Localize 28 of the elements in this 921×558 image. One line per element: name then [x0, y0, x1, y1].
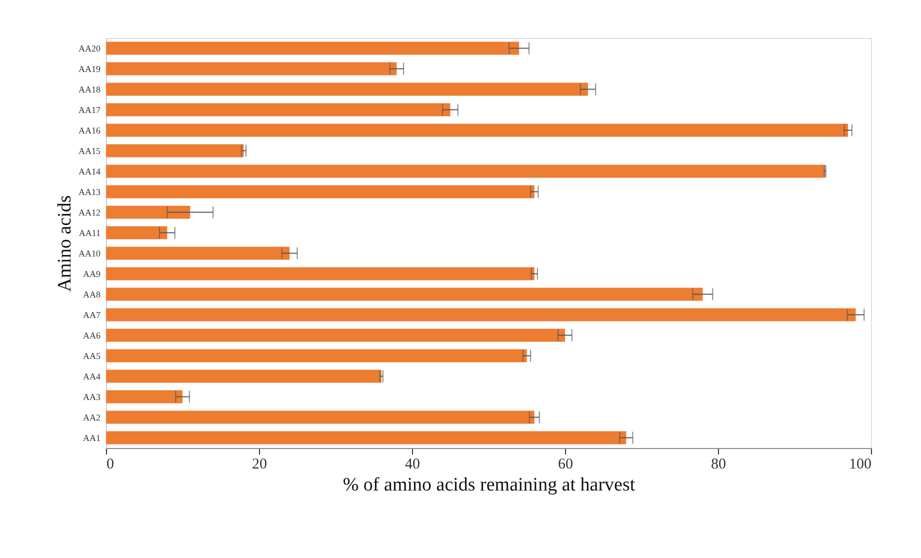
y-tick-label: AA1	[83, 432, 100, 443]
x-tick-label: 60	[558, 456, 573, 472]
y-tick-label: AA12	[78, 207, 100, 218]
y-tick-label: AA10	[78, 248, 101, 258]
y-axis-title: Amino acids	[54, 195, 76, 292]
y-tick-label: AA8	[83, 289, 101, 300]
x-axis-title: % of amino acids remaining at harvest	[342, 474, 636, 496]
x-tick-label: 80	[711, 456, 726, 472]
y-tick-label: AA14	[78, 166, 101, 176]
y-tick-label: AA2	[83, 412, 100, 422]
x-tick-label: 0	[106, 456, 114, 472]
y-tick-label: AA5	[83, 350, 101, 361]
y-tick-label: AA7	[83, 310, 101, 320]
y-tick-label: AA15	[78, 146, 101, 156]
y-tick-label: AA4	[83, 371, 101, 382]
y-tick-label: AA9	[83, 268, 101, 279]
y-tick-label: AA17	[78, 104, 101, 115]
y-tick-label: AA3	[83, 392, 101, 402]
y-tick-label: AA20	[78, 43, 101, 54]
x-tick-label: 40	[405, 456, 420, 472]
y-tick-label: AA6	[83, 330, 101, 340]
y-tick-label: AA13	[78, 186, 101, 197]
x-tick-label: 20	[252, 456, 267, 472]
y-tick-label: AA19	[78, 64, 101, 74]
x-tick-label: 100	[849, 456, 872, 472]
y-tick-label: AA16	[78, 125, 101, 136]
y-tick-label: AA18	[78, 84, 101, 94]
y-tick-label: AA11	[78, 228, 100, 238]
